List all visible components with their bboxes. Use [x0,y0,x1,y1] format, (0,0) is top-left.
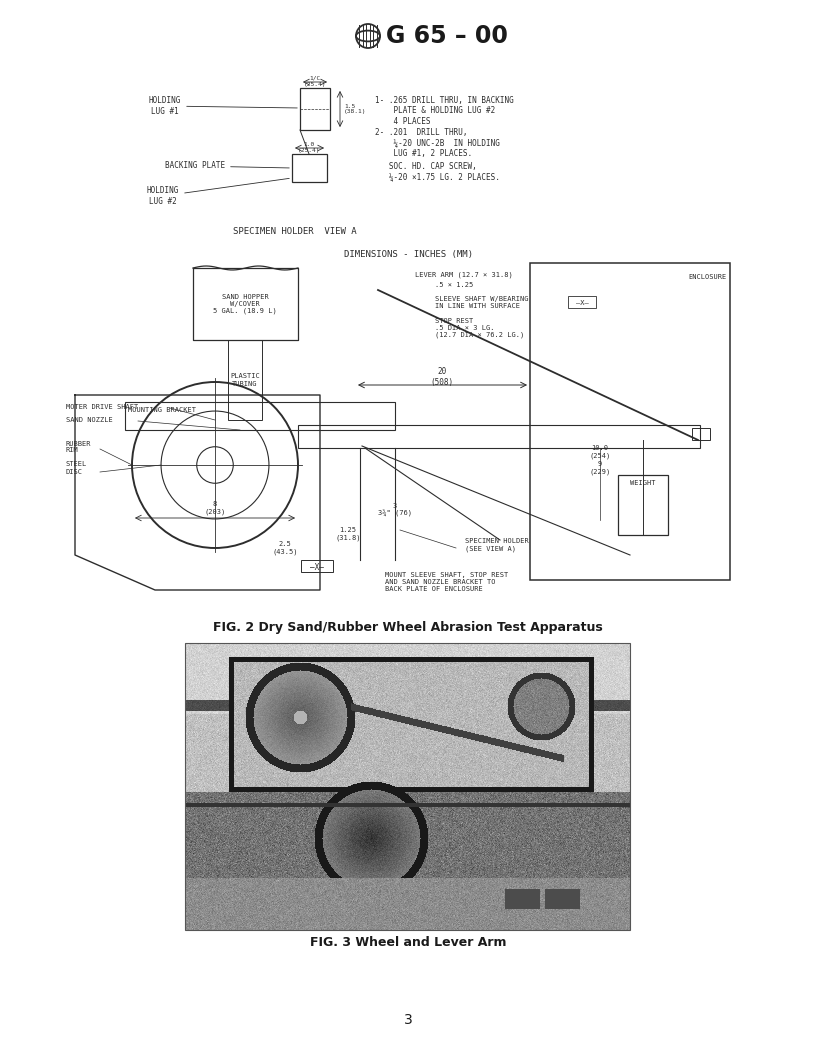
Text: –X–: –X– [575,300,588,306]
Text: WEIGHT: WEIGHT [630,480,656,486]
Text: SAND HOPPER
W/COVER
5 GAL. (18.9 L): SAND HOPPER W/COVER 5 GAL. (18.9 L) [213,294,277,315]
Bar [301,560,333,572]
Text: STEEL
DISC: STEEL DISC [66,461,87,474]
Text: 20
(508): 20 (508) [430,367,454,386]
Text: DIMENSIONS - INCHES (MM): DIMENSIONS - INCHES (MM) [344,249,472,259]
Text: 10.0
(254): 10.0 (254) [589,446,610,458]
Text: 1- .265 DRILL THRU, IN BACKING
    PLATE & HOLDING LUG #2
    4 PLACES: 1- .265 DRILL THRU, IN BACKING PLATE & H… [375,96,514,126]
Text: HOLDING
LUG #1: HOLDING LUG #1 [149,96,297,116]
Bar [125,402,395,430]
Bar [292,154,327,182]
Text: MOTER DRIVE SHAFT: MOTER DRIVE SHAFT [66,404,138,410]
Text: 1.0
(25.4): 1.0 (25.4) [298,142,320,153]
Text: –X–: –X– [310,563,324,571]
Text: 2- .201  DRILL THRU,
    ¼-20 UNC-2B  IN HOLDING
    LUG #1, 2 PLACES.: 2- .201 DRILL THRU, ¼-20 UNC-2B IN HOLDI… [375,128,500,157]
Text: ENCLOSURE: ENCLOSURE [689,274,727,280]
Text: SOC. HD. CAP SCREW,
   ¼-20 ×1.75 LG. 2 PLACES.: SOC. HD. CAP SCREW, ¼-20 ×1.75 LG. 2 PLA… [375,162,500,182]
Text: 1.25
(31.8): 1.25 (31.8) [335,527,361,541]
Text: SAND NOZZLE: SAND NOZZLE [66,417,113,423]
Text: SLEEVE SHAFT W/BEARING
IN LINE WITH SURFACE: SLEEVE SHAFT W/BEARING IN LINE WITH SURF… [435,296,529,308]
Bar [298,425,700,448]
Text: 3
3¾" (76): 3 3¾" (76) [378,503,412,517]
Text: FIG. 2 Dry Sand/Rubber Wheel Abrasion Test Apparatus: FIG. 2 Dry Sand/Rubber Wheel Abrasion Te… [213,622,603,635]
Text: 8
(203): 8 (203) [204,502,226,514]
Text: HOLDING
LUG #2: HOLDING LUG #2 [147,178,289,206]
Text: 1.5
(38.1): 1.5 (38.1) [344,103,366,114]
Text: 2.5
(43.5): 2.5 (43.5) [273,542,298,554]
Text: RUBBER
RIM: RUBBER RIM [66,440,91,453]
Text: 3: 3 [404,1013,412,1027]
Bar [530,263,730,580]
Text: BACKING PLATE: BACKING PLATE [165,162,289,170]
Bar [692,428,710,440]
Bar [185,643,630,930]
Text: MOUNT SLEEVE SHAFT, STOP REST
AND SAND NOZZLE BRACKET TO
BACK PLATE OF ENCLOSURE: MOUNT SLEEVE SHAFT, STOP REST AND SAND N… [385,572,508,592]
Text: 1/C
(25.4): 1/C (25.4) [304,76,326,87]
Bar [618,475,668,535]
Text: SPECIMEN HOLDER  VIEW A: SPECIMEN HOLDER VIEW A [233,227,357,237]
Text: MOUNTING BRACKET: MOUNTING BRACKET [128,407,196,413]
Bar [300,88,330,130]
Bar [228,340,262,420]
Text: 9
(229): 9 (229) [589,461,610,475]
Text: LEVER ARM (12.7 × 31.8): LEVER ARM (12.7 × 31.8) [415,271,512,278]
Text: STOP REST
.5 DIA × 3 LG.
(12.7 DIA × 76.2 LG.): STOP REST .5 DIA × 3 LG. (12.7 DIA × 76.… [435,318,524,338]
Text: SPECIMEN HOLDER
(SEE VIEW A): SPECIMEN HOLDER (SEE VIEW A) [465,539,529,551]
Text: FIG. 3 Wheel and Lever Arm: FIG. 3 Wheel and Lever Arm [310,937,506,949]
Text: PLASTIC
TUBING: PLASTIC TUBING [230,374,259,386]
Text: .5 × 1.25: .5 × 1.25 [435,282,473,288]
Text: G 65 – 00: G 65 – 00 [386,24,508,48]
Bar [568,296,596,308]
